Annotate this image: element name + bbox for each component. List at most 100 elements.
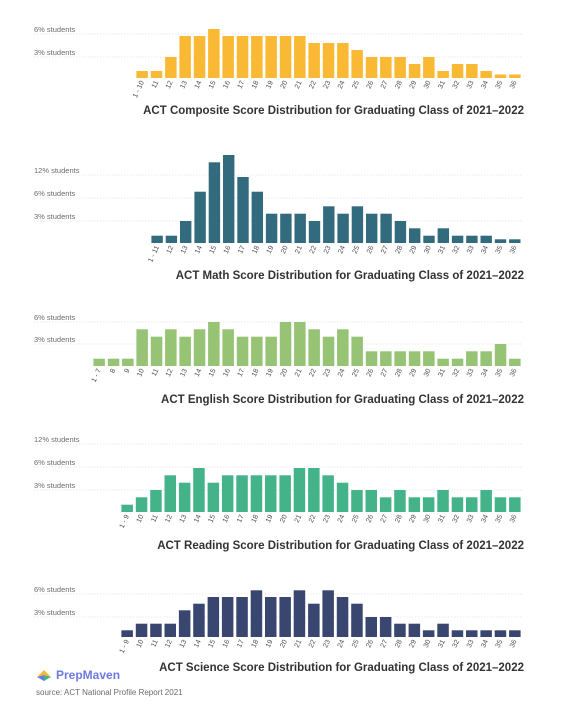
tick-label: 19 [265, 368, 275, 378]
tick-label: 34 [480, 514, 490, 524]
bar [509, 358, 521, 366]
bar [221, 597, 234, 637]
grid-label: 3% students [34, 608, 76, 617]
tick-label: 32 [452, 639, 462, 649]
bar [422, 497, 435, 512]
bar [279, 475, 291, 512]
bar [423, 57, 435, 78]
tick-label: 19 [265, 639, 275, 649]
tick-label: 30 [423, 245, 433, 255]
bar [308, 468, 320, 512]
bar [509, 630, 521, 637]
tick-label: 26 [366, 245, 376, 255]
tick-label: 26 [366, 368, 376, 378]
bar [150, 623, 162, 637]
bar [236, 36, 249, 78]
tick-label: 28 [394, 639, 404, 649]
tick-label: 32 [452, 368, 462, 378]
bar [179, 336, 191, 366]
bar [480, 71, 492, 78]
tick-label: 16 [222, 80, 232, 90]
bar [494, 344, 507, 366]
tick-label: 35 [495, 245, 505, 255]
tick-label: 1 - 9 [119, 639, 131, 655]
tick-label: 19 [265, 514, 275, 524]
bar [165, 329, 177, 366]
tick-label: 21 [294, 245, 304, 255]
bar [294, 213, 306, 243]
tick-label: 13 [179, 639, 189, 649]
tick-label: 20 [280, 245, 290, 255]
chart-title: ACT English Score Distribution for Gradu… [161, 394, 524, 406]
tick-label: 18 [251, 639, 261, 649]
tick-label: 28 [394, 80, 404, 90]
tick-label: 31 [437, 368, 447, 378]
tick-label: 18 [251, 80, 261, 90]
bar [337, 43, 349, 78]
tick-label: 11 [151, 368, 160, 378]
tick-label: 21 [294, 80, 304, 90]
bar [394, 351, 406, 366]
grid-label: 3% students [34, 481, 76, 490]
tick-label: 36 [509, 80, 519, 90]
bar [136, 329, 148, 366]
tick-label: 25 [351, 368, 361, 378]
tick-label: 24 [337, 368, 347, 378]
bar [293, 468, 306, 512]
bar [365, 351, 378, 366]
bar [265, 597, 277, 637]
tick-label: 22 [308, 368, 318, 378]
bar [451, 235, 464, 243]
bar [236, 475, 248, 512]
bar [437, 490, 449, 512]
bar [251, 191, 263, 243]
tick-label: 12 [165, 368, 175, 378]
bar [451, 358, 464, 366]
bar [480, 351, 492, 366]
tick-label: 27 [380, 245, 390, 255]
tick-label: 17 [237, 245, 247, 255]
tick-label: 33 [466, 514, 476, 524]
bar [265, 213, 278, 243]
bar [180, 221, 192, 243]
chart-title: ACT Reading Score Distribution for Gradu… [157, 540, 524, 552]
tick-label: 13 [179, 368, 189, 378]
bar [250, 590, 263, 637]
bar [509, 239, 521, 243]
bar [408, 497, 421, 512]
grid-label: 12% students [34, 166, 80, 175]
tick-label: 17 [236, 639, 246, 649]
bar [151, 235, 163, 243]
tick-label: 31 [437, 80, 447, 90]
bar [379, 617, 392, 637]
tick-label: 32 [452, 80, 462, 90]
bar [178, 482, 191, 512]
bar [351, 603, 363, 637]
tick-label: 27 [380, 514, 390, 524]
bar [250, 475, 263, 512]
bar [165, 235, 178, 243]
bar [222, 36, 234, 78]
bar [365, 57, 378, 78]
tick-label: 24 [337, 245, 347, 255]
bar [308, 43, 320, 78]
bar [208, 29, 220, 78]
tick-label: 29 [409, 80, 419, 90]
bar [380, 213, 392, 243]
bar [208, 322, 220, 366]
bar [380, 57, 392, 78]
tick-label: 16 [222, 514, 232, 524]
bar [509, 74, 521, 78]
tick-label: 35 [495, 639, 505, 649]
bar [193, 468, 205, 512]
tick-label: 24 [337, 80, 347, 90]
bar [223, 155, 235, 243]
bar [494, 239, 507, 243]
prepmaven-logo-icon [37, 670, 51, 681]
bar [451, 630, 464, 637]
tick-label: 10 [136, 514, 146, 524]
tick-label: 20 [280, 368, 290, 378]
bar [394, 221, 407, 243]
tick-label: 34 [480, 639, 490, 649]
tick-label: 14 [194, 245, 204, 255]
